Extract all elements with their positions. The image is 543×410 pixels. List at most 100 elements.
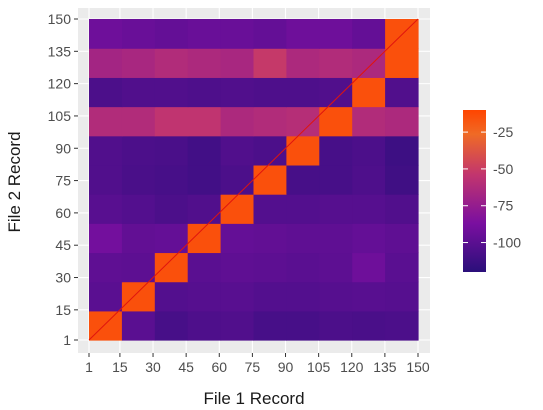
heatmap-cell — [352, 252, 386, 283]
heatmap-cell — [187, 135, 222, 166]
y-tick-label: 15 — [55, 302, 71, 318]
heatmap-cell — [385, 77, 419, 108]
heatmap-cell — [319, 194, 353, 224]
diagonal-line — [88, 18, 419, 341]
heatmap-cell — [253, 281, 287, 312]
x-tick-label: 90 — [278, 359, 294, 375]
heatmap-cell — [253, 252, 287, 283]
y-tick-label: 1 — [63, 332, 71, 348]
heatmap-cell — [154, 194, 189, 224]
heatmap-cell — [385, 223, 419, 254]
x-tick-label: 45 — [178, 359, 194, 375]
heatmap-cell — [286, 135, 320, 166]
heatmap-cell — [187, 194, 222, 224]
heatmap-cell — [154, 135, 189, 166]
heatmap-cell — [286, 194, 320, 224]
heatmap-cell — [154, 252, 189, 283]
heatmap-cell — [154, 106, 189, 137]
legend-tick-label: -50 — [493, 161, 513, 177]
heatmap-cell — [352, 19, 386, 49]
heatmap-cell — [385, 281, 419, 312]
x-tick-label: 120 — [340, 359, 364, 375]
heatmap-cell — [253, 135, 287, 166]
heatmap-cell — [253, 223, 287, 254]
y-tick-label: 135 — [48, 43, 72, 59]
legend-tick-label: -25 — [493, 124, 513, 140]
heatmap-cell — [352, 310, 386, 341]
heatmap-cell — [319, 135, 353, 166]
heatmap-cell — [187, 19, 222, 49]
heatmap-cell — [286, 106, 320, 137]
x-tick-label: 30 — [145, 359, 161, 375]
heatmap-cell — [89, 106, 123, 137]
heatmap-cell — [352, 164, 386, 195]
heatmap-cell — [89, 252, 123, 283]
heatmap-cell — [385, 252, 419, 283]
heatmap-cell — [253, 77, 287, 108]
heatmap-cell — [154, 19, 189, 49]
heatmap-cell — [352, 77, 386, 108]
y-axis-ticks: 1 15 30 45 60 75 90 105 120 135 150 — [48, 11, 78, 348]
heatmap-cell — [154, 281, 189, 312]
heatmap-cell — [286, 252, 320, 283]
heatmap-cell — [319, 19, 353, 49]
heatmap-cell — [286, 48, 320, 78]
heatmap-cell — [253, 194, 287, 224]
heatmap-cell — [385, 194, 419, 224]
heatmap-cell — [253, 164, 287, 195]
heatmap-cell — [352, 48, 386, 78]
heatmap-cells — [89, 19, 419, 341]
heatmap-cell — [220, 48, 255, 78]
y-tick-label: 45 — [55, 237, 71, 253]
heatmap-cell — [319, 48, 353, 78]
heatmap-cell — [121, 48, 156, 78]
heatmap-cell — [385, 106, 419, 137]
y-tick-label: 60 — [55, 205, 71, 221]
heatmap-cell — [253, 106, 287, 137]
heatmap-cell — [89, 77, 123, 108]
heatmap-cell — [121, 252, 156, 283]
x-tick-label: 60 — [211, 359, 227, 375]
heatmap-cell — [121, 281, 156, 312]
heatmap-cell — [220, 310, 255, 341]
heatmap-cell — [220, 223, 255, 254]
x-tick-label: 105 — [307, 359, 331, 375]
heatmap-cell — [220, 19, 255, 49]
heatmap-cell — [220, 135, 255, 166]
heatmap-cell — [220, 77, 255, 108]
y-tick-label: 75 — [55, 173, 71, 189]
heatmap-cell — [89, 48, 123, 78]
heatmap-cell — [286, 164, 320, 195]
legend-tick-label: -100 — [493, 235, 521, 251]
y-tick-label: 90 — [55, 140, 71, 156]
heatmap-cell — [319, 77, 353, 108]
heatmap-cell — [319, 252, 353, 283]
heatmap-cell — [187, 48, 222, 78]
heatmap-cell — [187, 281, 222, 312]
heatmap-cell — [319, 310, 353, 341]
heatmap-cell — [286, 19, 320, 49]
heatmap-cell — [89, 223, 123, 254]
heatmap-cell — [89, 135, 123, 166]
legend-tick-label: -75 — [493, 198, 513, 214]
heatmap-cell — [220, 252, 255, 283]
heatmap-cell — [154, 48, 189, 78]
heatmap-cell — [220, 164, 255, 195]
heatmap-cell — [385, 48, 419, 78]
heatmap-cell — [253, 19, 287, 49]
legend-ticks: -25 -50 -75 -100 — [463, 124, 521, 251]
heatmap-cell — [352, 135, 386, 166]
x-tick-label: 15 — [112, 359, 128, 375]
heatmap-cell — [319, 164, 353, 195]
heatmap-cell — [220, 194, 255, 224]
heatmap-cell — [89, 19, 123, 49]
diagonal-match-line — [88, 18, 419, 341]
heatmap-cell — [253, 48, 287, 78]
heatmap-cell — [187, 106, 222, 137]
heatmap-cell — [286, 281, 320, 312]
heatmap-cell — [385, 135, 419, 166]
heatmap-cell — [121, 106, 156, 137]
heatmap-cell — [89, 281, 123, 312]
heatmap-cell — [352, 106, 386, 137]
